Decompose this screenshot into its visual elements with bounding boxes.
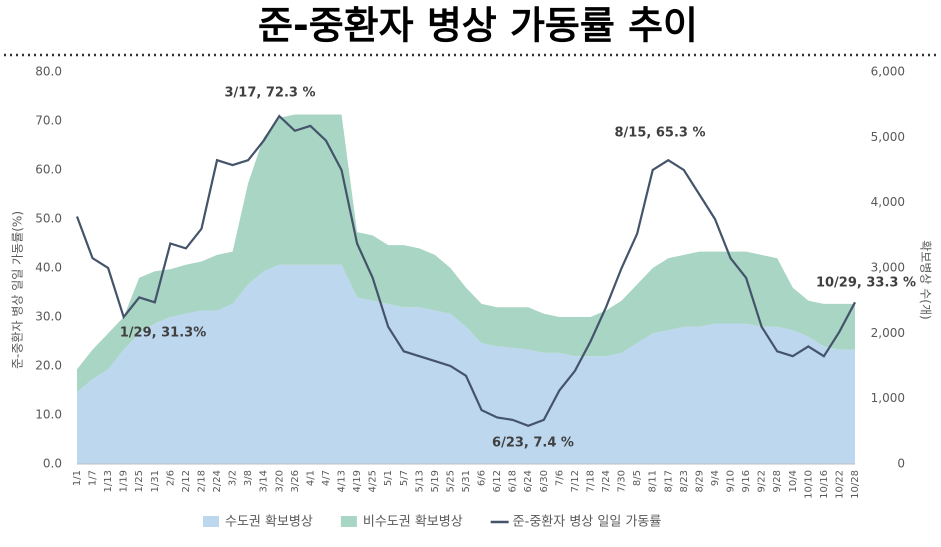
legend-label: 수도권 확보병상 <box>225 515 313 530</box>
line <box>75 114 856 427</box>
x-tick-label: 1/1 <box>72 470 83 486</box>
x-tick-label: 5/1 <box>383 470 394 486</box>
x-tick-label: 5/31 <box>461 470 472 492</box>
x-tick-label: 6/30 <box>539 470 550 492</box>
x-tick-label: 1/25 <box>134 470 145 492</box>
x-tick-label: 7/18 <box>585 470 596 492</box>
y2-tick-label: 6,000 <box>871 65 905 79</box>
x-tick-label: 1/7 <box>88 470 99 486</box>
x-tick-label: 7/6 <box>554 470 565 486</box>
x-tick-label: 7/24 <box>601 470 612 492</box>
y-tick-label: 10.0 <box>35 408 62 422</box>
x-tick-label: 2/24 <box>212 470 223 492</box>
y-tick-label: 30.0 <box>35 310 62 324</box>
legend-swatch <box>340 516 357 527</box>
annotation: 1/29, 31.3% <box>120 326 206 341</box>
y2-tick-label: 5,000 <box>871 130 905 144</box>
x-tick-label: 10/10 <box>803 470 814 499</box>
x-tick-label: 1/31 <box>150 470 161 492</box>
annotation: 10/29, 33.3 % <box>816 276 916 291</box>
x-tick-label: 4/7 <box>321 470 332 486</box>
y-tick-label: 80.0 <box>35 65 62 79</box>
x-tick-label: 6/18 <box>508 470 519 492</box>
x-tick-label: 3/8 <box>243 470 254 486</box>
x-tick-label: 8/17 <box>663 470 674 492</box>
x-tick-label: 4/13 <box>337 470 348 492</box>
x-tick-label: 5/25 <box>445 470 456 492</box>
y-tick-label: 0.0 <box>43 457 62 471</box>
x-tick-label: 10/16 <box>819 470 830 499</box>
legend-label: 준-중환자 병상 일일 가동률 <box>513 515 662 530</box>
x-tick-label: 6/6 <box>477 470 488 486</box>
y2-tick-label: 4,000 <box>871 195 905 209</box>
x-tick-label: 10/22 <box>834 470 845 499</box>
x-tick-label: 5/19 <box>430 470 441 492</box>
x-tick-label: 9/10 <box>726 470 737 492</box>
x-tick-label: 1/13 <box>103 470 114 492</box>
area <box>77 264 855 464</box>
x-tick-label: 4/1 <box>305 470 316 486</box>
x-tick-label: 7/30 <box>617 470 628 492</box>
annotation: 6/23, 7.4 % <box>492 436 574 451</box>
x-tick-label: 3/26 <box>290 470 301 492</box>
y2-tick-label: 0 <box>897 457 905 471</box>
x-tick-label: 8/11 <box>648 470 659 492</box>
x-tick-label: 6/24 <box>523 470 534 492</box>
x-tick-label: 9/4 <box>710 470 721 486</box>
x-tick-label: 8/5 <box>632 470 643 486</box>
y-tick-label: 20.0 <box>35 359 62 373</box>
x-tick-label: 10/28 <box>850 470 861 499</box>
x-tick-label: 4/25 <box>368 470 379 492</box>
x-tick-label: 4/19 <box>352 470 363 492</box>
y-axis-label: 준-중환자 병상 일일 가동률(%) <box>11 211 25 369</box>
y2-tick-label: 3,000 <box>871 261 905 275</box>
legend-label: 비수도권 확보병상 <box>363 515 463 530</box>
y2-tick-label: 2,000 <box>871 326 905 340</box>
area <box>77 114 855 393</box>
x-tick-label: 9/28 <box>772 470 783 492</box>
y-tick-label: 70.0 <box>35 114 62 128</box>
x-tick-label: 7/12 <box>570 470 581 492</box>
x-tick-label: 3/14 <box>259 470 270 492</box>
annotation: 8/15, 65.3 % <box>615 126 706 141</box>
x-tick-label: 5/13 <box>414 470 425 492</box>
y-tick-label: 50.0 <box>35 212 62 226</box>
x-tick-label: 8/29 <box>694 470 705 492</box>
legend-swatch <box>203 516 219 527</box>
y-tick-label: 60.0 <box>35 163 62 177</box>
x-tick-label: 5/7 <box>399 470 410 486</box>
x-tick-label: 2/12 <box>181 470 192 492</box>
x-tick-label: 2/6 <box>165 470 176 486</box>
x-tick-label: 9/16 <box>741 470 752 492</box>
x-tick-label: 3/20 <box>274 470 285 492</box>
x-tick-label: 6/12 <box>492 470 503 492</box>
chart-title: 준-중환자 병상 가동률 추이 <box>258 4 698 48</box>
y2-tick-label: 1,000 <box>871 391 905 405</box>
x-tick-label: 2/18 <box>196 470 207 492</box>
y2-axis-label: 확보병상 수(개) <box>919 240 933 319</box>
x-tick-label: 1/19 <box>119 470 130 492</box>
x-tick-label: 8/23 <box>679 470 690 492</box>
x-tick-label: 9/22 <box>757 470 768 492</box>
x-tick-label: 3/2 <box>228 470 239 486</box>
y-tick-label: 40.0 <box>35 261 62 275</box>
annotation: 3/17, 72.3 % <box>225 86 316 101</box>
x-tick-label: 10/4 <box>788 470 799 492</box>
